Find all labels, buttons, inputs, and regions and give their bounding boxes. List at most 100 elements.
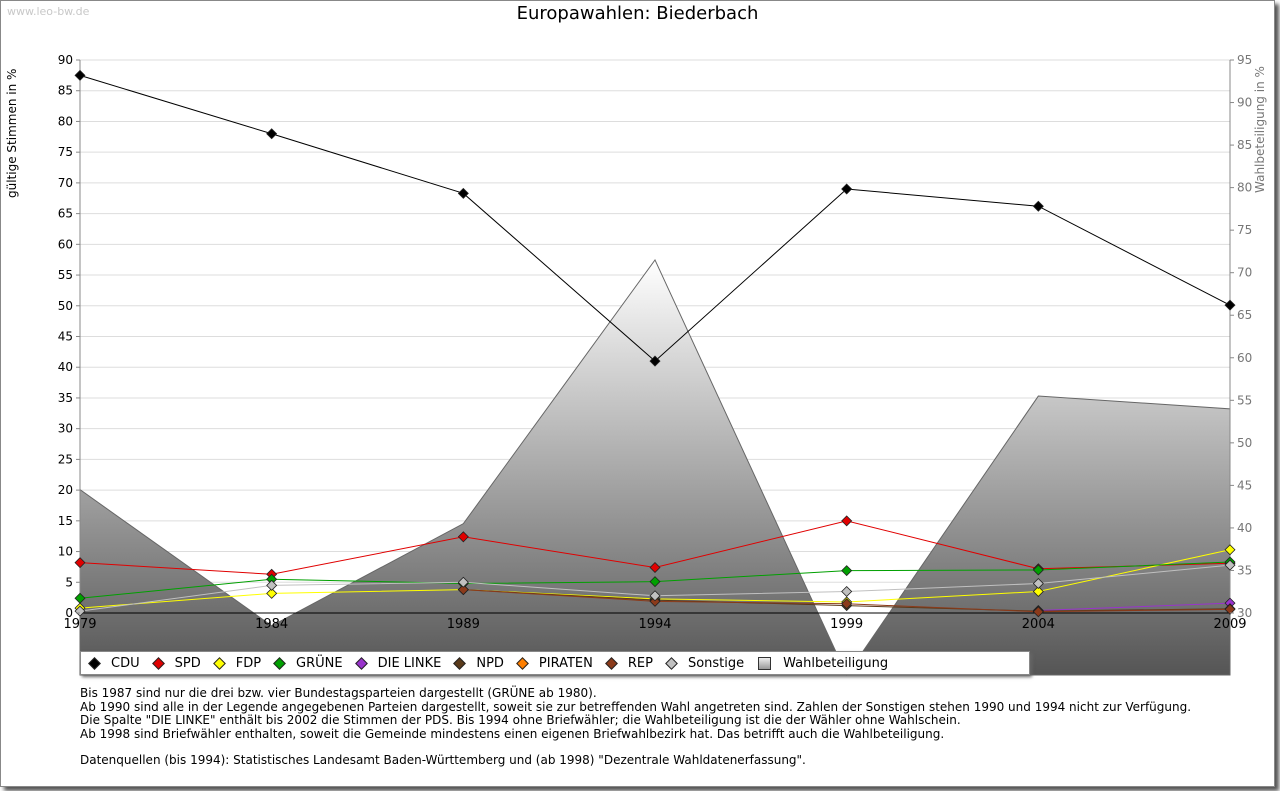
data-point-gr-ne bbox=[649, 576, 661, 588]
source-line: Datenquellen (bis 1994): Statistisches L… bbox=[80, 753, 806, 767]
y2-tick-label: 85 bbox=[1237, 138, 1252, 152]
x-tick-label: 1999 bbox=[830, 617, 863, 632]
legend-label: GRÜNE bbox=[296, 655, 343, 671]
series-line-die-linke bbox=[1038, 602, 1231, 612]
y-tick-label: 35 bbox=[58, 391, 73, 405]
legend-item-sonstige: Sonstige bbox=[665, 655, 745, 671]
x-tick-label: 1979 bbox=[63, 617, 96, 632]
data-point-gr-ne bbox=[841, 565, 853, 577]
y2-tick-label: 60 bbox=[1237, 351, 1252, 365]
x-tick-label: 1994 bbox=[638, 617, 671, 632]
data-point-spd bbox=[841, 515, 853, 527]
legend-label: FDP bbox=[235, 655, 262, 671]
data-point-gr-ne bbox=[74, 592, 86, 604]
legend-item-spd: SPD bbox=[151, 655, 201, 671]
legend-marker-icon bbox=[88, 656, 101, 670]
y-tick-label: 30 bbox=[58, 422, 73, 436]
data-point-rep bbox=[1032, 606, 1044, 618]
legend-marker-icon bbox=[354, 656, 368, 670]
legend-item-die-linke: DIE LINKE bbox=[354, 655, 442, 671]
data-point-spd bbox=[649, 562, 661, 574]
y2-tick-label: 40 bbox=[1237, 521, 1252, 535]
legend-item-npd: NPD bbox=[453, 656, 504, 671]
x-tick-label: 2004 bbox=[1022, 617, 1055, 632]
y-tick-label: 80 bbox=[58, 114, 73, 128]
y-tick-label: 65 bbox=[58, 207, 73, 221]
y2-tick-label: 45 bbox=[1237, 478, 1252, 492]
legend-label: Sonstige bbox=[687, 655, 745, 671]
legend-label: SPD bbox=[174, 655, 201, 671]
data-point-sonstige bbox=[74, 605, 86, 617]
legend-marker-icon bbox=[151, 656, 165, 670]
data-point-rep bbox=[649, 595, 661, 607]
data-point-cdu bbox=[649, 355, 661, 367]
note-line: Ab 1998 sind Briefwähler enthalten, sowe… bbox=[80, 726, 945, 741]
y-tick-label: 0 bbox=[65, 606, 73, 620]
y-tick-label: 25 bbox=[58, 452, 73, 466]
data-point-rep bbox=[1224, 603, 1236, 615]
y-tick-label: 5 bbox=[65, 575, 73, 589]
y2-tick-label: 95 bbox=[1237, 53, 1252, 67]
data-point-spd bbox=[74, 557, 86, 569]
data-point-gr-ne bbox=[1032, 564, 1044, 576]
legend-item-cdu: CDU bbox=[88, 655, 140, 671]
legend-marker-icon bbox=[605, 656, 618, 670]
y-tick-label: 50 bbox=[58, 299, 73, 313]
y-tick-label: 75 bbox=[58, 145, 73, 159]
y-tick-label: 45 bbox=[58, 330, 73, 344]
y-tick-label: 60 bbox=[58, 237, 73, 251]
y2-tick-label: 70 bbox=[1237, 266, 1252, 280]
y2-tick-label: 65 bbox=[1237, 308, 1252, 322]
chart-legend: CDU SPD FDP GRÜNE DIE LINKE NPD PIRATEN REP Sons… bbox=[80, 651, 1030, 675]
note-line: Ab 1990 sind alle in der Legende angegeb… bbox=[80, 699, 1192, 714]
legend-item-fdp: FDP bbox=[212, 655, 262, 671]
legend-marker-icon bbox=[212, 656, 226, 670]
x-tick-label: 1984 bbox=[255, 617, 288, 632]
legend-label: Wahlbeteiligung bbox=[783, 655, 889, 671]
x-tick-label: 2009 bbox=[1213, 617, 1246, 632]
y-tick-label: 40 bbox=[58, 360, 73, 374]
data-point-sonstige bbox=[841, 585, 853, 598]
y-tick-label: 55 bbox=[58, 268, 73, 282]
legend-marker-icon bbox=[273, 656, 286, 670]
data-point-sonstige bbox=[266, 579, 278, 591]
data-point-sonstige bbox=[1032, 577, 1044, 590]
data-point-gr-ne bbox=[266, 573, 278, 585]
y2-tick-label: 80 bbox=[1237, 181, 1252, 195]
note-line: Die Spalte "DIE LINKE" enthält bis 2002 … bbox=[80, 713, 961, 727]
y-tick-label: 85 bbox=[58, 84, 73, 98]
data-point-sonstige bbox=[649, 590, 661, 602]
data-point-cdu bbox=[457, 187, 469, 199]
data-point-fdp bbox=[266, 587, 278, 599]
data-point-cdu bbox=[1224, 299, 1236, 311]
legend-marker-icon bbox=[453, 656, 467, 670]
y2-tick-label: 75 bbox=[1237, 223, 1252, 237]
x-tick-label: 1989 bbox=[447, 617, 480, 632]
legend-label: PIRATEN bbox=[538, 655, 593, 671]
y2-tick-label: 55 bbox=[1237, 393, 1252, 407]
watermark: www.leo-bw.de bbox=[7, 5, 90, 18]
data-point-rep bbox=[457, 584, 469, 596]
data-point-rep bbox=[841, 598, 853, 610]
legend-label: REP bbox=[627, 655, 653, 671]
data-point-sonstige bbox=[457, 576, 469, 588]
y-tick-label: 70 bbox=[58, 176, 73, 190]
legend-label: DIE LINKE bbox=[377, 655, 442, 671]
y2-tick-label: 35 bbox=[1237, 563, 1252, 577]
legend-item-gr-ne: GRÜNE bbox=[273, 655, 343, 671]
chart-title: Europawahlen: Biederbach bbox=[516, 3, 759, 24]
data-point-cdu bbox=[841, 183, 853, 195]
y-tick-label: 20 bbox=[58, 483, 73, 497]
y-tick-label: 15 bbox=[58, 514, 73, 528]
legend-item-piraten: PIRATEN bbox=[516, 655, 593, 671]
data-point-fdp bbox=[1224, 544, 1236, 556]
legend-label: CDU bbox=[111, 655, 140, 671]
data-point-spd bbox=[457, 531, 469, 543]
y2-tick-label: 90 bbox=[1237, 96, 1252, 110]
y2-tick-label: 30 bbox=[1237, 606, 1252, 620]
y2-tick-label: 50 bbox=[1237, 436, 1252, 450]
legend-item-rep: REP bbox=[605, 655, 653, 671]
legend-marker-icon bbox=[516, 656, 529, 670]
data-point-sonstige bbox=[1224, 559, 1236, 571]
